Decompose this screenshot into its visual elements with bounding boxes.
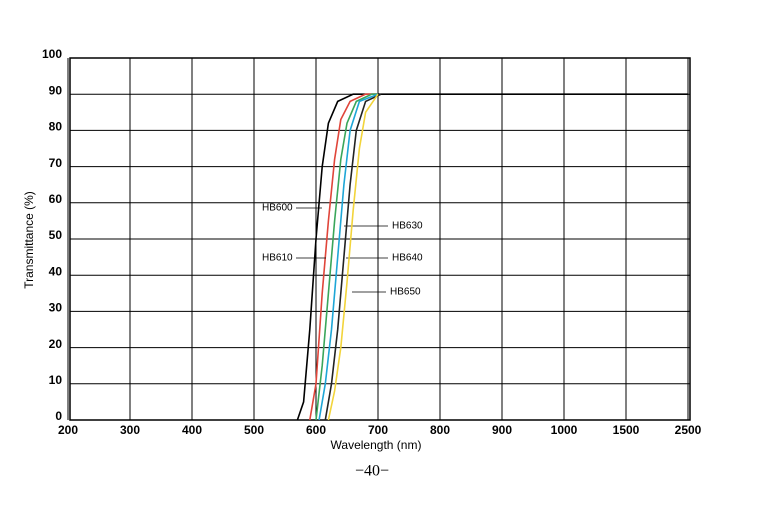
y-tick-label: 60: [49, 192, 63, 206]
x-tick-label: 300: [120, 423, 140, 437]
series-line: [309, 93, 378, 421]
series-line: [315, 93, 378, 421]
series-line: [327, 93, 379, 421]
x-axis-label: Wavelength (nm): [331, 438, 422, 452]
y-tick-label: 50: [49, 228, 63, 242]
y-tick-label: 70: [49, 156, 63, 170]
page-number: −40−: [355, 463, 389, 480]
series-line: [318, 93, 379, 421]
series-label: HB650: [390, 287, 421, 298]
x-tick-label: 1500: [613, 423, 640, 437]
series-label: HB610: [262, 253, 293, 264]
y-tick-label: 10: [49, 373, 63, 387]
x-tick-label: 1000: [551, 423, 578, 437]
series-line: [296, 93, 688, 421]
series-line: [324, 93, 382, 421]
x-tick-label: 900: [492, 423, 512, 437]
x-tick-label: 800: [430, 423, 450, 437]
series-label: HB640: [392, 253, 423, 264]
x-tick-label: 700: [368, 423, 388, 437]
series-label: HB630: [392, 221, 423, 232]
y-tick-label: 100: [42, 47, 62, 61]
y-tick-label: 20: [49, 337, 63, 351]
y-axis-label: Transmittance (%): [22, 191, 36, 289]
x-tick-label: 500: [244, 423, 264, 437]
y-tick-label: 0: [55, 409, 62, 423]
x-tick-label: 400: [182, 423, 202, 437]
series-label: HB600: [262, 203, 293, 214]
y-tick-label: 40: [49, 264, 63, 278]
x-tick-label: 600: [306, 423, 326, 437]
x-tick-label: 2500: [675, 423, 702, 437]
y-tick-label: 90: [49, 83, 63, 97]
y-tick-label: 30: [49, 301, 63, 315]
y-tick-label: 80: [49, 120, 63, 134]
x-tick-label: 200: [58, 423, 78, 437]
